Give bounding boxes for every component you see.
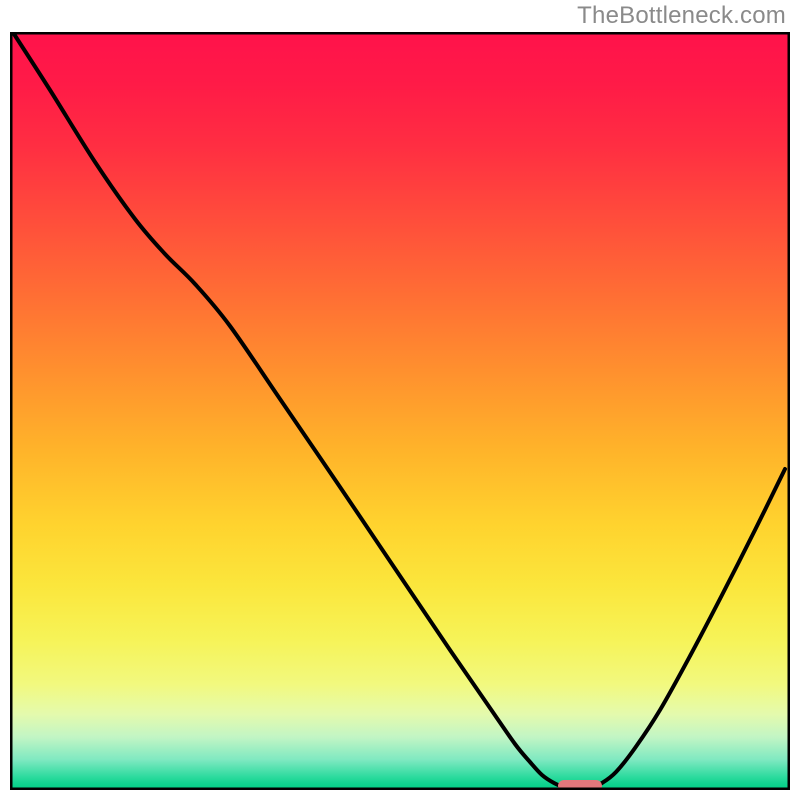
chart-background [10,32,790,790]
bottleneck-chart [10,32,790,790]
watermark-text: TheBottleneck.com [577,2,786,30]
chart-container: TheBottleneck.com [0,0,800,800]
